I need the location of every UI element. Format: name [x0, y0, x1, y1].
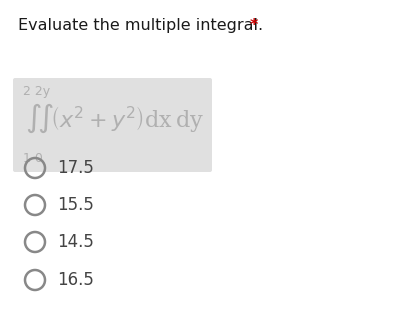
Text: *: *: [250, 18, 258, 33]
Text: 2 2y: 2 2y: [23, 85, 50, 98]
Text: 15.5: 15.5: [57, 196, 94, 214]
Text: 16.5: 16.5: [57, 271, 94, 289]
Text: 1 0: 1 0: [23, 152, 43, 165]
Text: $\int\!\int\!\left(x^2+y^2\right)\mathregular{dx\,dy}$: $\int\!\int\!\left(x^2+y^2\right)\mathre…: [25, 102, 204, 135]
Text: Evaluate the multiple integral.: Evaluate the multiple integral.: [18, 18, 268, 33]
FancyBboxPatch shape: [13, 78, 212, 172]
Text: 14.5: 14.5: [57, 233, 94, 251]
Text: 17.5: 17.5: [57, 159, 94, 177]
